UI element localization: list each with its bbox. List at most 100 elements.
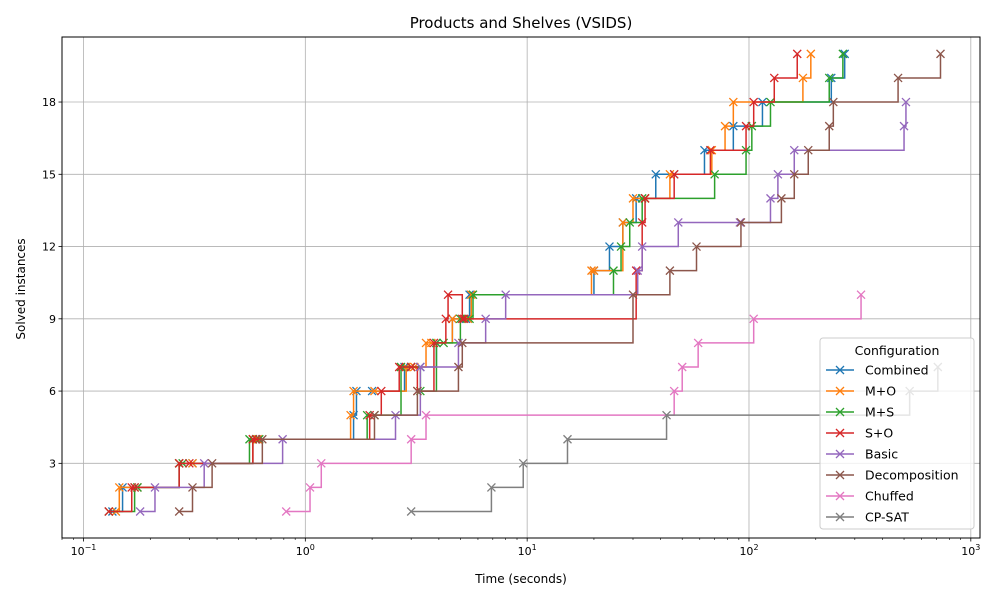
y-tick-label: 18	[42, 96, 56, 109]
data-point	[346, 410, 356, 420]
data-point	[248, 434, 258, 444]
x-tick-label: 103	[961, 543, 980, 558]
data-point	[705, 145, 715, 155]
data-point	[406, 434, 416, 444]
data-point	[899, 121, 909, 131]
chart-title: Products and Shelves (VSIDS)	[410, 14, 633, 32]
data-point	[856, 290, 866, 300]
series-line	[286, 294, 862, 513]
data-point	[665, 169, 675, 179]
legend-label: Combined	[865, 363, 929, 378]
x-axis-ticks: 10−1 100 101 102 103	[61, 538, 980, 558]
data-point	[710, 169, 720, 179]
data-point	[936, 49, 945, 59]
legend-box	[819, 337, 975, 530]
data-point	[776, 193, 786, 203]
data-point	[665, 266, 675, 276]
series-line	[112, 53, 846, 513]
data-point	[789, 145, 799, 155]
data-point	[798, 73, 808, 83]
legend-item: Chuffed	[826, 489, 914, 504]
data-point	[773, 169, 783, 179]
data-point	[769, 73, 779, 83]
data-point	[840, 49, 850, 59]
legend-marker	[835, 470, 845, 480]
data-point	[616, 242, 626, 252]
series-s-o	[104, 49, 802, 516]
data-point	[316, 458, 326, 468]
data-point	[406, 507, 416, 516]
data-point	[789, 169, 799, 179]
data-point	[135, 507, 145, 516]
data-point	[692, 242, 701, 252]
legend-marker	[835, 386, 845, 396]
legend-item: M+S	[826, 405, 894, 420]
data-point	[637, 218, 647, 227]
legend: Configuration Combined M+O M+S S+O Basic Deco…	[819, 337, 975, 530]
data-point	[838, 49, 848, 59]
data-point	[803, 145, 813, 155]
data-point	[893, 73, 903, 83]
plot-frame	[61, 36, 981, 539]
data-point	[486, 482, 496, 492]
data-point	[828, 97, 838, 107]
data-point	[518, 458, 528, 468]
legend-marker	[835, 512, 845, 522]
data-point	[130, 482, 140, 492]
data-point	[465, 290, 475, 300]
data-point	[749, 314, 759, 324]
legend-item: M+O	[826, 384, 896, 399]
data-point	[766, 193, 775, 203]
data-point	[174, 507, 184, 516]
y-axis-ticks: 3 6 9 12 15 18	[42, 96, 62, 470]
data-point	[447, 314, 457, 324]
data-point	[677, 362, 687, 372]
y-tick-label: 15	[42, 168, 56, 181]
legend-item: Decomposition	[826, 468, 959, 483]
series-decomposition	[174, 49, 945, 516]
data-point	[184, 458, 194, 468]
data-point	[589, 266, 599, 276]
legend-label: M+S	[865, 405, 894, 420]
data-point	[741, 121, 751, 131]
data-point	[443, 290, 453, 300]
data-point	[429, 338, 439, 348]
data-point	[441, 314, 451, 324]
data-point	[406, 362, 416, 372]
data-point	[501, 290, 511, 300]
legend-item: CP-SAT	[826, 510, 909, 525]
data-point	[631, 266, 641, 276]
legend-label: M+O	[865, 384, 896, 399]
data-point	[637, 242, 647, 252]
data-point	[673, 218, 683, 227]
data-point	[693, 338, 703, 348]
data-point	[587, 266, 596, 276]
data-point	[625, 218, 635, 227]
data-point	[150, 482, 160, 492]
data-point	[370, 386, 379, 396]
data-point	[376, 386, 386, 396]
legend-item: Combined	[826, 363, 929, 378]
legend-marker	[835, 449, 845, 459]
data-point	[421, 410, 431, 420]
legend-items: Combined M+O M+S S+O Basic Decomposition Chuff…	[826, 363, 959, 525]
legend-marker	[835, 407, 845, 417]
data-point	[735, 218, 745, 227]
y-tick-label: 12	[42, 241, 56, 254]
legend-label: Basic	[865, 447, 898, 462]
series-line	[140, 102, 907, 513]
y-tick-label: 6	[49, 385, 56, 398]
x-tick-label: 101	[518, 543, 537, 558]
data-point	[628, 193, 638, 203]
data-point	[563, 434, 572, 444]
y-tick-label: 9	[49, 313, 56, 326]
legend-item: Basic	[826, 447, 898, 462]
data-point	[792, 49, 802, 59]
data-point	[609, 266, 618, 276]
data-point	[720, 121, 730, 131]
series-line	[108, 53, 798, 513]
series-chuffed	[281, 290, 866, 516]
data-point	[618, 218, 628, 227]
data-point	[188, 482, 197, 492]
